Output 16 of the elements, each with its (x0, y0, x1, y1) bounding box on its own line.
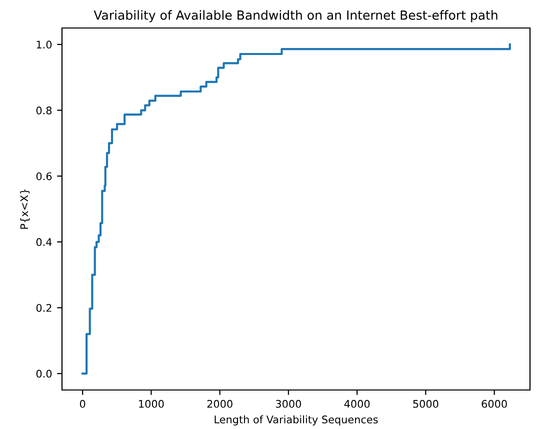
x-tick-label: 4000 (344, 400, 370, 408)
y-tick-label: 0.2 (36, 304, 52, 312)
x-tick-label: 6000 (482, 400, 507, 408)
y-tick-label: 0.8 (36, 106, 52, 114)
chart-title: Variability of Available Bandwidth on an Internet Best-effort path (94, 10, 498, 22)
x-axis-title: Length of Variability Sequences (214, 415, 378, 426)
x-tick-label: 3000 (276, 400, 302, 408)
x-tick-label: 0 (80, 400, 86, 408)
x-tick-label: 5000 (413, 400, 438, 408)
x-tick-label: 2000 (207, 400, 232, 408)
y-tick-label: 0.4 (36, 238, 52, 246)
y-axis-title: P{x<X} (20, 190, 30, 229)
y-tick-label: 0.6 (36, 172, 52, 180)
x-tick-label: 1000 (139, 400, 164, 408)
y-tick-label: 0.0 (36, 370, 52, 378)
y-tick-label: 1.0 (36, 40, 52, 49)
